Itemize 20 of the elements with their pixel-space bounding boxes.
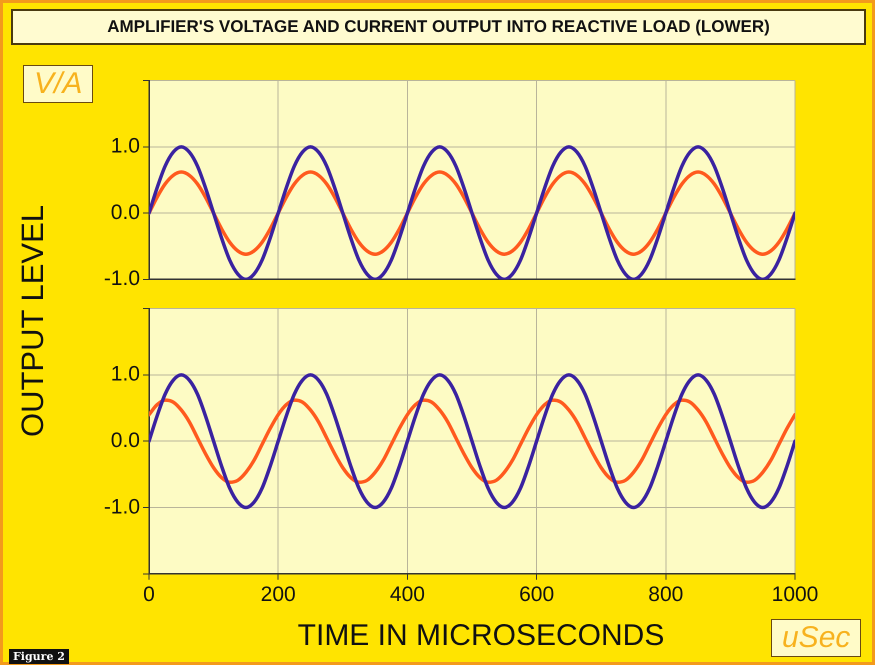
y-tick-label: 1.0 — [110, 362, 140, 386]
x-tick-label: 600 — [519, 583, 554, 606]
line-series — [149, 373, 795, 510]
x-axis-title: TIME IN MICROSECONDS — [298, 619, 664, 653]
text: uSec — [771, 619, 862, 657]
text: V/A — [23, 65, 94, 103]
x-tick-label: 400 — [390, 583, 425, 606]
y-tick-label: 0.0 — [110, 428, 140, 452]
y-axis-title: OUTPUT LEVEL — [15, 204, 51, 438]
y-tick-label: -1.0 — [104, 495, 140, 518]
x-tick-label: 1000 — [772, 583, 818, 606]
x-tick-label: 200 — [260, 583, 296, 606]
x-tick-label: 0 — [143, 583, 155, 606]
caption: Figure 2 — [9, 649, 69, 664]
y-tick-label: -1.0 — [104, 267, 140, 290]
line-series — [149, 398, 795, 484]
y-tick-label: 1.0 — [110, 134, 140, 158]
y-tick-label: 0.0 — [110, 200, 140, 224]
chart-title: AMPLIFIER'S VOLTAGE AND CURRENT OUTPUT INTO REACTIVE LOAD (LOWER) — [11, 9, 866, 45]
x-tick-label: 800 — [648, 583, 684, 606]
